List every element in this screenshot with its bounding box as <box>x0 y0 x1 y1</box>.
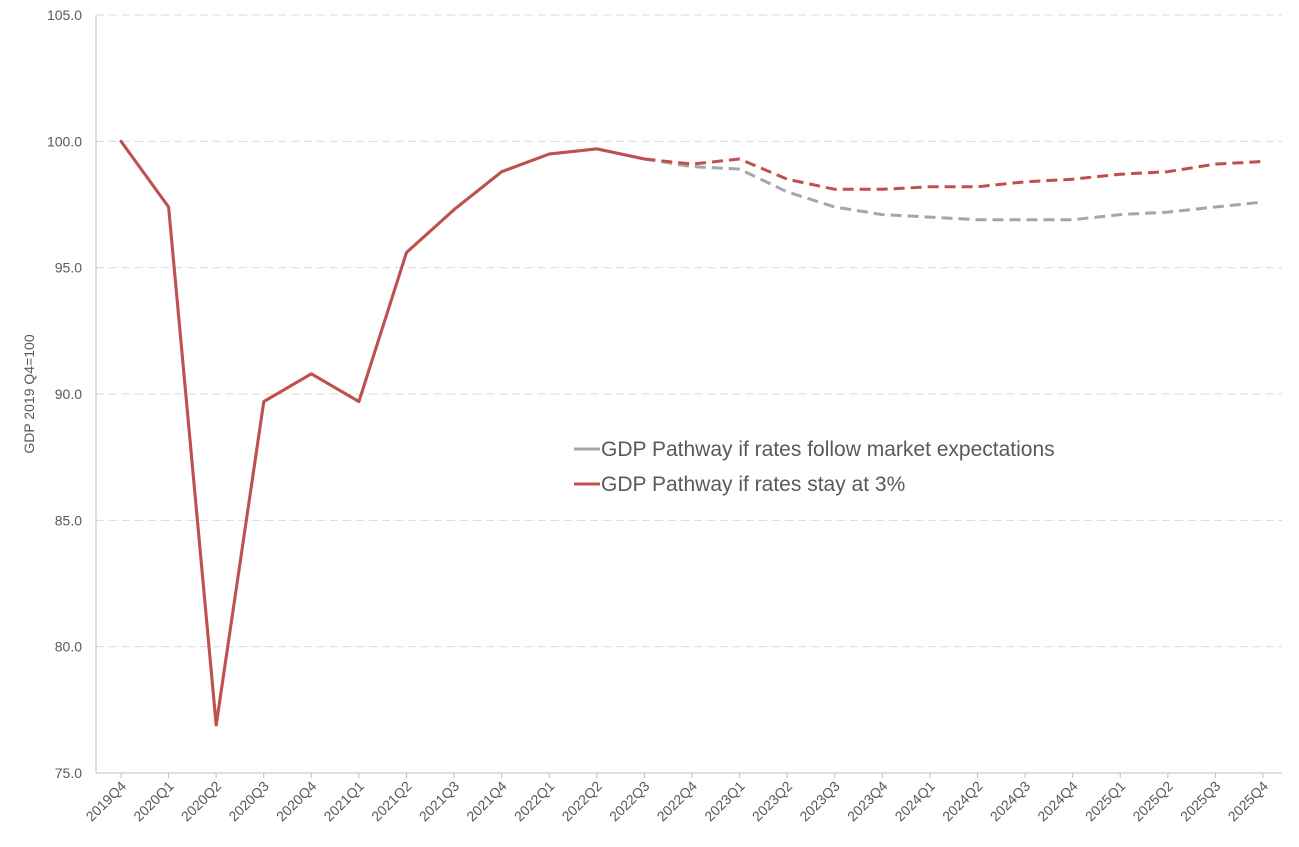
x-tick-label: 2020Q1 <box>130 778 177 825</box>
x-tick-label: 2025Q1 <box>1082 778 1129 825</box>
x-tick-label: 2024Q3 <box>987 778 1034 825</box>
x-tick-label: 2023Q3 <box>796 778 843 825</box>
x-tick-label: 2021Q1 <box>320 778 367 825</box>
x-tick-label: 2021Q3 <box>416 778 463 825</box>
x-tick-label: 2024Q1 <box>891 778 938 825</box>
x-tick-label: 2024Q4 <box>1034 778 1081 825</box>
y-tick-label: 75.0 <box>55 765 82 781</box>
series-line-projection-market-expectations <box>644 157 1264 222</box>
axes <box>95 15 1282 774</box>
series-line-history-rates-3pct <box>119 139 646 727</box>
series-line-projection-rates-3pct <box>644 157 1264 191</box>
legend: GDP Pathway if rates follow market expec… <box>574 438 1055 496</box>
gridlines <box>96 14 1282 648</box>
x-tick-label: 2020Q2 <box>178 778 225 825</box>
y-tick-label: 100.0 <box>47 133 82 149</box>
x-tick-labels: 2019Q4 2020Q1 2020Q2 2020Q3 2020Q4 2021Q1 2021… <box>83 773 1272 825</box>
x-tick-label: 2025Q4 <box>1225 778 1272 825</box>
x-tick-label: 2021Q4 <box>463 778 510 825</box>
y-axis-label: GDP 2019 Q4=100 <box>21 334 37 453</box>
series-line-history-market-expectations <box>119 139 646 727</box>
x-tick-label: 2022Q3 <box>606 778 653 825</box>
y-tick-labels: 75.0 80.0 85.0 90.0 95.0 100.0 105.0 <box>47 7 82 781</box>
series-lines <box>119 139 1264 727</box>
legend-label: GDP Pathway if rates stay at 3% <box>601 473 905 496</box>
x-tick-label: 2023Q2 <box>749 778 796 825</box>
x-tick-label: 2023Q1 <box>701 778 748 825</box>
x-tick-label: 2022Q2 <box>558 778 605 825</box>
x-tick-label: 2024Q2 <box>939 778 986 825</box>
y-tick-label: 105.0 <box>47 7 82 23</box>
x-tick-label: 2020Q4 <box>273 778 320 825</box>
x-tick-label: 2025Q3 <box>1177 778 1224 825</box>
x-tick-label: 2022Q4 <box>654 778 701 825</box>
y-tick-label: 85.0 <box>55 512 82 528</box>
x-tick-label: 2021Q2 <box>368 778 415 825</box>
y-tick-label: 90.0 <box>55 386 82 402</box>
y-tick-label: 80.0 <box>55 639 82 655</box>
x-tick-label: 2025Q2 <box>1129 778 1176 825</box>
y-tick-label: 95.0 <box>55 260 82 276</box>
x-tick-label: 2023Q4 <box>844 778 891 825</box>
x-tick-label: 2022Q1 <box>511 778 558 825</box>
x-tick-label: 2020Q3 <box>225 778 272 825</box>
legend-label: GDP Pathway if rates follow market expec… <box>601 438 1055 461</box>
x-tick-label: 2019Q4 <box>83 778 130 825</box>
